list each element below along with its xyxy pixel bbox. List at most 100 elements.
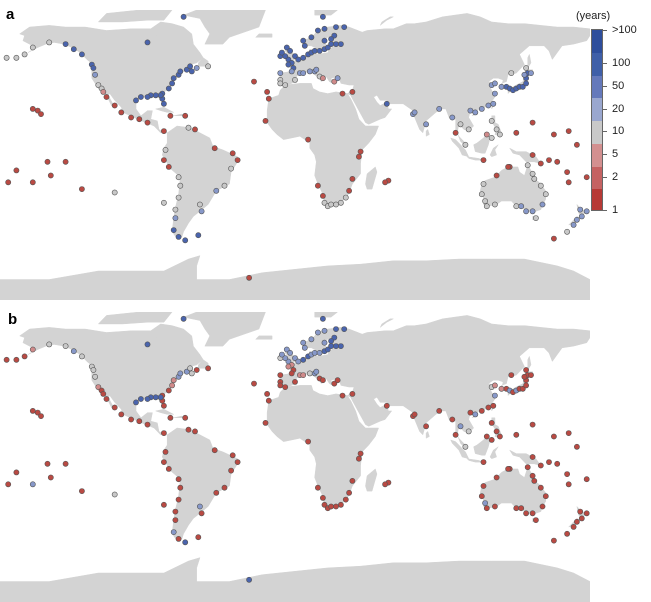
- landmass: [19, 21, 204, 134]
- landmass: [425, 430, 430, 439]
- landmass: [508, 449, 542, 466]
- station-point: [70, 46, 77, 53]
- landmass: [173, 113, 185, 117]
- station-point: [574, 216, 580, 223]
- station-point: [513, 129, 520, 136]
- station-point: [331, 380, 338, 387]
- station-point: [287, 48, 293, 54]
- station-point: [342, 194, 349, 201]
- station-point: [198, 208, 205, 215]
- station-point: [316, 48, 323, 54]
- station-point: [29, 408, 36, 414]
- station-point: [144, 39, 151, 46]
- station-point: [493, 428, 500, 435]
- station-point: [265, 397, 272, 404]
- station-point: [185, 124, 192, 131]
- station-point: [423, 423, 429, 430]
- station-point: [583, 476, 590, 483]
- station-point: [578, 515, 585, 522]
- station-point: [205, 365, 211, 372]
- station-point: [529, 472, 536, 479]
- station-point: [172, 215, 179, 221]
- legend-tick-label: 2: [612, 170, 619, 183]
- station-point: [485, 404, 492, 411]
- station-point: [467, 107, 474, 114]
- station-point: [313, 66, 320, 73]
- station-point: [319, 494, 326, 501]
- station-point: [277, 382, 284, 389]
- station-point: [529, 170, 536, 177]
- station-point: [264, 391, 270, 397]
- station-point: [449, 416, 456, 423]
- station-point: [170, 377, 177, 384]
- station-point: [160, 157, 167, 163]
- station-point: [277, 70, 284, 76]
- station-point: [542, 493, 549, 500]
- station-point: [292, 77, 298, 83]
- station-point: [524, 162, 531, 169]
- station-point: [319, 315, 326, 322]
- station-point: [152, 394, 159, 401]
- station-point: [175, 233, 182, 240]
- station-point: [188, 370, 195, 377]
- station-point: [533, 517, 539, 523]
- station-point: [337, 343, 344, 349]
- station-point: [333, 41, 339, 47]
- landmass: [466, 458, 484, 463]
- station-point: [29, 481, 36, 488]
- landmass: [473, 134, 491, 154]
- landmass: [161, 125, 238, 239]
- legend-color-step: [592, 75, 602, 99]
- station-point: [488, 118, 495, 124]
- station-point: [537, 182, 544, 189]
- landmass: [489, 446, 499, 459]
- station-point: [482, 198, 488, 204]
- station-point: [333, 326, 339, 332]
- station-point: [278, 351, 285, 358]
- station-point: [436, 408, 443, 414]
- station-point: [5, 481, 12, 488]
- station-point: [62, 158, 69, 165]
- station-point: [177, 370, 184, 377]
- station-point: [136, 418, 143, 425]
- station-point: [221, 484, 228, 491]
- station-point: [183, 66, 190, 73]
- station-point: [465, 126, 472, 133]
- station-point: [488, 437, 495, 443]
- station-point: [531, 477, 538, 484]
- station-point: [175, 194, 182, 201]
- station-point: [100, 391, 107, 397]
- landmass: [508, 147, 542, 164]
- station-point: [211, 447, 218, 454]
- landmass: [527, 355, 532, 371]
- station-point: [170, 227, 177, 233]
- landmass: [479, 466, 546, 514]
- legend-tick-label: 5: [612, 148, 619, 161]
- legend-tick-mark: [603, 209, 607, 211]
- station-point: [157, 92, 164, 99]
- station-point: [411, 411, 418, 418]
- station-point: [449, 114, 456, 121]
- station-point: [79, 51, 85, 58]
- station-point: [314, 182, 321, 189]
- station-point: [175, 496, 182, 503]
- station-point: [152, 92, 159, 99]
- station-point: [169, 382, 175, 389]
- station-point: [3, 356, 10, 363]
- station-point: [319, 377, 326, 384]
- station-point: [262, 420, 269, 426]
- station-point: [180, 315, 187, 322]
- station-point: [182, 414, 189, 421]
- station-point: [349, 89, 356, 95]
- station-point: [246, 576, 252, 583]
- station-point: [551, 235, 557, 242]
- station-point: [44, 460, 51, 467]
- station-point: [79, 488, 85, 494]
- station-point: [383, 100, 390, 107]
- station-point: [21, 51, 28, 58]
- landmass: [255, 335, 273, 340]
- station-point: [308, 34, 315, 41]
- station-point: [491, 80, 498, 87]
- station-point: [229, 452, 236, 459]
- landmass: [379, 16, 394, 26]
